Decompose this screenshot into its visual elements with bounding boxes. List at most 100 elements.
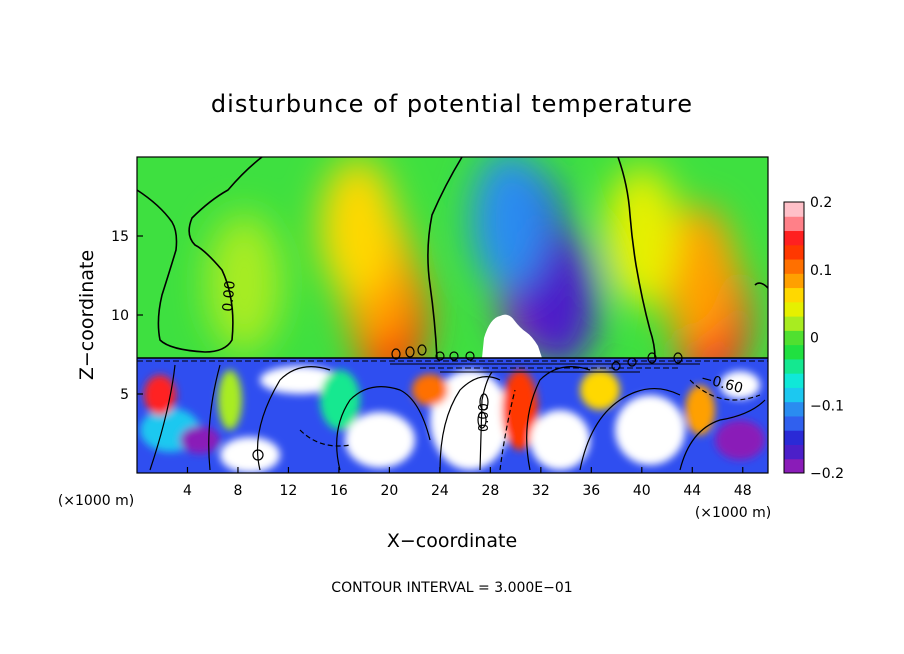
white-overrange-region xyxy=(482,314,542,358)
lower-contour xyxy=(149,364,176,471)
contour-label: 0.00 xyxy=(477,403,492,432)
contour-label: 0.00 xyxy=(220,280,239,312)
contour-interval-annotation: CONTOUR INTERVAL = 3.000E−01 xyxy=(331,580,572,596)
lower-patch xyxy=(260,366,340,394)
x-tick-label: 32 xyxy=(532,483,550,499)
interface-circle xyxy=(627,357,637,367)
lower-patch xyxy=(220,437,280,473)
y-tick-label: 5 xyxy=(120,387,129,403)
interface-circle xyxy=(465,351,475,361)
lower-patch xyxy=(144,375,176,415)
lower-contour xyxy=(479,371,493,471)
x-tick-label: 24 xyxy=(431,483,449,499)
field-feature-10 xyxy=(603,166,680,306)
colorbar-swatch xyxy=(784,373,804,388)
lower-patch xyxy=(615,395,685,465)
colorbar-swatch xyxy=(784,430,804,445)
interface-circle xyxy=(449,351,459,361)
colorbar-swatch xyxy=(784,344,804,360)
lower-contour xyxy=(439,376,501,471)
colorbar-swatch xyxy=(784,444,804,460)
x-tick-label: 20 xyxy=(380,483,398,499)
x-tick-label: 28 xyxy=(481,483,499,499)
upper-contours xyxy=(136,156,769,359)
x-tick-label: 12 xyxy=(280,483,298,499)
lower-patch xyxy=(430,370,510,470)
interface-circle xyxy=(479,393,489,411)
field-feature-6 xyxy=(319,158,396,299)
colorbar-tick-label: −0.2 xyxy=(810,466,844,482)
x-unit-label: (×1000 m) xyxy=(695,505,771,521)
lower-patch xyxy=(345,412,415,468)
y-tick-label: 10 xyxy=(111,308,129,324)
x-axis-label: X−coordinate xyxy=(387,530,517,552)
lower-patch xyxy=(715,420,765,460)
field-feature-9 xyxy=(206,213,283,354)
colorbar-swatch xyxy=(784,358,804,374)
zero-contour-right xyxy=(754,282,769,289)
colorbar-swatch xyxy=(784,301,804,317)
x-tick-label: 8 xyxy=(233,483,242,499)
interface-circle xyxy=(477,411,487,429)
x-tick-label: 36 xyxy=(582,483,600,499)
lower-patch xyxy=(180,426,220,454)
lower-contours xyxy=(149,364,766,471)
y-unit-label: (×1000 m) xyxy=(58,493,134,509)
lower-patch xyxy=(685,385,715,435)
lower-patch xyxy=(218,370,242,430)
colorbar-swatch xyxy=(784,202,804,217)
y-axis: 5 10 15 xyxy=(111,229,143,403)
colorbar-swatch xyxy=(784,316,804,331)
lower-patch xyxy=(720,371,760,399)
colorbar-tick-label: −0.1 xyxy=(810,398,844,414)
chart-title: disturbunce of potential temperature xyxy=(211,90,693,118)
lower-patch xyxy=(530,410,590,470)
lower-contour xyxy=(336,386,431,471)
y-axis-label: Z−coordinate xyxy=(76,250,98,380)
upper-field xyxy=(137,157,768,358)
lower-contour xyxy=(208,364,221,471)
lower-contour xyxy=(579,387,681,471)
interface-circle xyxy=(417,344,427,356)
interface-circle xyxy=(391,348,401,360)
x-tick-label: 44 xyxy=(683,483,701,499)
colorbar-swatch xyxy=(784,230,804,246)
interface-circle xyxy=(611,361,621,371)
zero-contour-left xyxy=(136,156,263,353)
lower-contour xyxy=(299,429,351,447)
lower-patch xyxy=(320,370,360,430)
interface-circle xyxy=(673,352,683,364)
colorbar-tick-label: 0 xyxy=(810,331,819,347)
interface-circle xyxy=(252,449,264,461)
colorbar-swatch xyxy=(784,415,804,431)
lower-contour xyxy=(256,366,331,471)
lower-contour xyxy=(499,389,516,471)
colorbar: 0.2 0.1 0 −0.1 −0.2 xyxy=(783,195,844,482)
colorbar-tick-label: 0.1 xyxy=(810,263,832,279)
field-blobs xyxy=(206,157,750,358)
colorbar-swatch xyxy=(784,458,804,474)
colorbar-frame xyxy=(783,201,805,474)
lower-patch xyxy=(502,370,538,450)
colorbar-swatch xyxy=(784,387,804,403)
colorbar-tick-label: 0.2 xyxy=(810,195,832,211)
field-feature-2 xyxy=(521,229,598,358)
colorbar-swatch xyxy=(784,287,804,303)
zero-contour-plume-left xyxy=(427,156,463,359)
colorbar-swatch xyxy=(784,401,804,417)
x-tick-label: 16 xyxy=(330,483,348,499)
interface-circle xyxy=(435,351,445,361)
colorbar-swatch xyxy=(784,216,804,232)
field-feature-3 xyxy=(471,157,548,291)
interface-circle xyxy=(405,346,415,358)
colorbar-swatch xyxy=(784,244,804,260)
colorbar-swatch xyxy=(784,330,804,346)
x-tick-label: 48 xyxy=(734,483,752,499)
lower-field xyxy=(137,358,768,473)
lower-contour xyxy=(526,366,591,471)
x-tick-label: 4 xyxy=(183,483,192,499)
y-tick-label: 15 xyxy=(111,229,129,245)
interface-contour-circles xyxy=(252,344,683,461)
